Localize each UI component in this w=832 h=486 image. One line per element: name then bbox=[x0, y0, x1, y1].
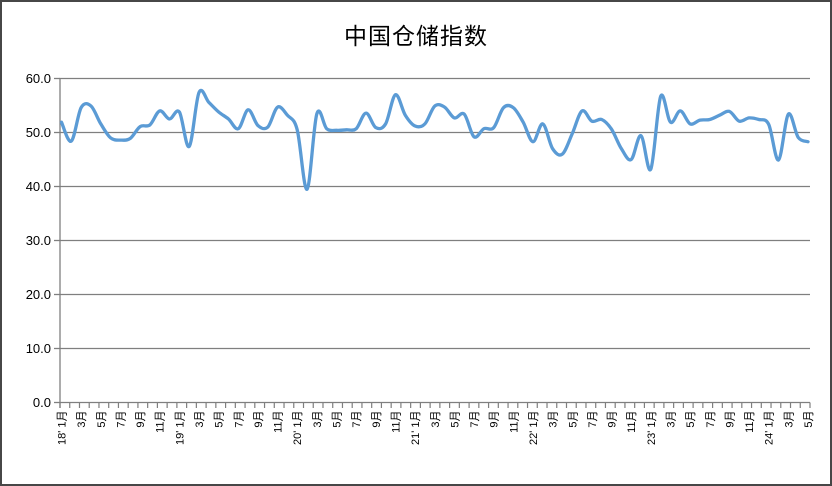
x-tick-label: 9月 bbox=[607, 411, 619, 428]
y-tick-label: 20.0 bbox=[26, 287, 51, 302]
x-tick-label: 3月 bbox=[430, 411, 442, 428]
x-tick-label: 3月 bbox=[194, 411, 206, 428]
x-tick-label: 5月 bbox=[449, 411, 461, 428]
y-axis-ticks bbox=[54, 77, 60, 404]
x-tick-label: 5月 bbox=[685, 411, 697, 428]
x-tick-label: 9月 bbox=[253, 411, 265, 428]
x-tick-label: 7月 bbox=[587, 411, 599, 428]
x-tick-label: 7月 bbox=[115, 411, 127, 428]
x-tick-label: 20' 1月 bbox=[292, 411, 304, 446]
x-tick-label: 5月 bbox=[803, 411, 815, 428]
x-tick-label: 9月 bbox=[724, 411, 736, 428]
x-tick-label: 7月 bbox=[351, 411, 363, 428]
x-tick-label: 3月 bbox=[665, 411, 677, 428]
x-tick-label: 11月 bbox=[508, 411, 520, 433]
x-tick-label: 21' 1月 bbox=[410, 411, 422, 446]
x-tick-label: 9月 bbox=[135, 411, 147, 428]
series-line bbox=[59, 88, 810, 191]
chart-title: 中国仓储指数 bbox=[344, 23, 488, 49]
x-tick-label: 23' 1月 bbox=[646, 411, 658, 446]
x-tick-label: 11月 bbox=[155, 411, 167, 433]
y-tick-label: 60.0 bbox=[26, 71, 51, 86]
x-axis-labels: 18' 1月 3月 5月 7月 9月 11月 19' 1月 3月 5月 7月 9月 11月 20' 1月… bbox=[57, 411, 816, 446]
x-tick-label: 5月 bbox=[332, 411, 344, 428]
x-tick-label: 3月 bbox=[548, 411, 560, 428]
x-tick-label: 11月 bbox=[390, 411, 402, 433]
x-tick-label: 11月 bbox=[744, 411, 756, 433]
x-tick-label: 3月 bbox=[312, 411, 324, 428]
x-tick-label: 9月 bbox=[371, 411, 383, 428]
x-tick-label: 7月 bbox=[705, 411, 717, 428]
x-tick-label: 11月 bbox=[273, 411, 285, 433]
x-tick-label: 11月 bbox=[626, 411, 638, 433]
y-tick-label: 40.0 bbox=[26, 179, 51, 194]
x-tick-label: 5月 bbox=[567, 411, 579, 428]
y-tick-label: 10.0 bbox=[26, 341, 51, 356]
x-tick-label: 7月 bbox=[469, 411, 481, 428]
x-tick-label: 7月 bbox=[233, 411, 245, 428]
x-tick-label: 24' 1月 bbox=[764, 411, 776, 446]
y-axis-labels: 0.0 10.0 20.0 30.0 40.0 50.0 60.0 bbox=[26, 71, 51, 410]
gridlines bbox=[59, 77, 810, 404]
y-tick-label: 50.0 bbox=[26, 125, 51, 140]
x-tick-label: 5月 bbox=[214, 411, 226, 428]
x-tick-label: 22' 1月 bbox=[528, 411, 540, 446]
x-tick-label: 3月 bbox=[76, 411, 88, 428]
x-tick-label: 9月 bbox=[489, 411, 501, 428]
x-tick-label: 19' 1月 bbox=[174, 411, 186, 446]
x-tick-label: 3月 bbox=[783, 411, 795, 428]
x-tick-label: 18' 1月 bbox=[57, 411, 69, 446]
x-axis-ticks bbox=[59, 402, 811, 408]
y-tick-label: 0.0 bbox=[33, 395, 51, 410]
x-tick-label: 5月 bbox=[96, 411, 108, 428]
y-tick-label: 30.0 bbox=[26, 233, 51, 248]
